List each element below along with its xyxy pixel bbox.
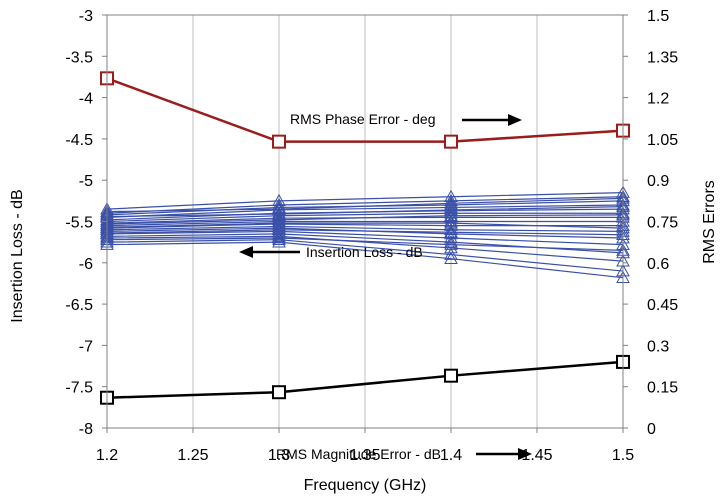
insertion-loss-trace [106, 212, 623, 223]
insertion-loss-marker [444, 225, 458, 238]
insertion-loss-marker [272, 226, 286, 240]
x-tick-label: 1.25 [177, 447, 208, 464]
insertion-loss-trace [106, 235, 624, 262]
insertion-loss-trace [106, 225, 624, 233]
insertion-loss-marker [444, 237, 458, 250]
insertion-loss-trace [106, 222, 624, 229]
y-right-tick-label: 1.5 [647, 8, 669, 25]
annotation-phase: RMS Phase Error - deg [290, 111, 522, 127]
annotation-magnitude-text: RMS Magnitude Error - dB [276, 446, 441, 462]
insertion-loss-trace [106, 241, 624, 279]
y-axis-right-label: RMS Errors [701, 180, 718, 264]
insertion-loss-trace [106, 196, 624, 214]
rms-series-marker [444, 134, 458, 149]
insertion-loss-marker [272, 235, 286, 248]
y-right-tick-label: 0 [647, 421, 656, 438]
insertion-loss-marker [444, 216, 458, 229]
y-left-tick-label: -3 [79, 8, 93, 25]
y-right-tick-label: 0.3 [647, 338, 669, 355]
rms-series-line [106, 77, 624, 143]
insertion-loss-trace [106, 220, 623, 227]
insertion-loss-marker [444, 251, 458, 264]
insertion-loss-marker [272, 229, 286, 242]
rms-series-line [106, 360, 624, 399]
y-left-tick-label: -4.5 [65, 132, 93, 149]
annotation-phase-text: RMS Phase Error - deg [290, 111, 436, 127]
insertion-loss-marker [272, 232, 286, 245]
annotation-magnitude-arrowhead [518, 448, 532, 460]
y-left-tick-label: -7.5 [65, 380, 93, 397]
rms-series-marker [444, 368, 458, 383]
y-axis-left-label: Insertion Loss - dB [9, 189, 26, 322]
insertion-loss-marker [272, 230, 286, 244]
insertion-loss-marker [444, 235, 458, 248]
insertion-loss-trace [106, 229, 624, 236]
insertion-loss-marker [444, 210, 458, 223]
y-left-tick-label: -3.5 [65, 49, 93, 66]
rms-series-marker [272, 385, 286, 400]
insertion-loss-marker [272, 207, 286, 220]
y-right-tick-label: 1.2 [647, 91, 669, 108]
insertion-loss-marker [444, 218, 458, 231]
annotation-insertion-loss: Insertion Loss - dB [239, 244, 423, 260]
insertion-loss-trace [106, 214, 624, 225]
tick-labels: 1.2 1.25 1.3 1.35 1.4 1.45 1.5 -3 -3.5 -4 -4.5 -5 -5… [65, 8, 678, 464]
insertion-loss-marker [272, 193, 286, 207]
annotation-phase-arrowhead [508, 114, 522, 126]
annotation-il-text: Insertion Loss - dB [306, 244, 423, 260]
insertion-loss-trace [106, 191, 624, 210]
insertion-loss-marker [444, 196, 458, 209]
y-left-tick-label: -5 [79, 173, 93, 190]
y-left-tick-label: -6.5 [65, 297, 93, 314]
y-right-tick-label: 1.05 [647, 132, 678, 149]
y-left-tick-label: -5.5 [65, 215, 93, 232]
insertion-loss-trace [106, 206, 624, 218]
annotation-magnitude: RMS Magnitude Error - dB [276, 446, 532, 462]
insertion-loss-marker [444, 222, 458, 236]
y-right-tick-label: 1.35 [647, 49, 678, 66]
insertion-loss-trace [106, 230, 624, 246]
y-right-tick-label: 0.6 [647, 256, 669, 273]
x-axis-label: Frequency (GHz) [304, 477, 427, 494]
insertion-loss-marker [444, 202, 458, 216]
y-left-tick-label: -8 [79, 421, 93, 438]
x-tick-label: 1.2 [96, 447, 118, 464]
x-tick-label: 1.35 [349, 447, 380, 464]
y-left-tick-label: -7 [79, 338, 93, 355]
insertion-loss-bundle [100, 185, 630, 283]
y-left-tick-label: -6 [79, 256, 93, 273]
y-right-tick-label: 0.45 [647, 297, 678, 314]
annotation-il-arrowhead [239, 246, 253, 258]
axes [102, 14, 628, 433]
y-right-tick-label: 0.15 [647, 380, 678, 397]
insertion-loss-trace [106, 237, 624, 252]
insertion-loss-trace [106, 239, 624, 272]
x-tick-label: 1.5 [612, 447, 634, 464]
y-left-tick-label: -4 [79, 91, 93, 108]
x-tick-label: 1.45 [521, 447, 552, 464]
insertion-loss-trace [106, 204, 624, 218]
insertion-loss-marker [272, 222, 286, 236]
insertion-loss-marker [444, 247, 458, 260]
insertion-loss-trace [106, 197, 624, 213]
y-right-tick-label: 0.9 [647, 173, 669, 190]
rms-series-marker [272, 134, 286, 149]
y-right-tick-label: 0.75 [647, 215, 678, 232]
insertion-loss-marker [272, 216, 286, 229]
x-tick-label: 1.3 [268, 447, 290, 464]
insertion-loss-marker [444, 208, 458, 222]
x-tick-label: 1.4 [440, 447, 462, 464]
